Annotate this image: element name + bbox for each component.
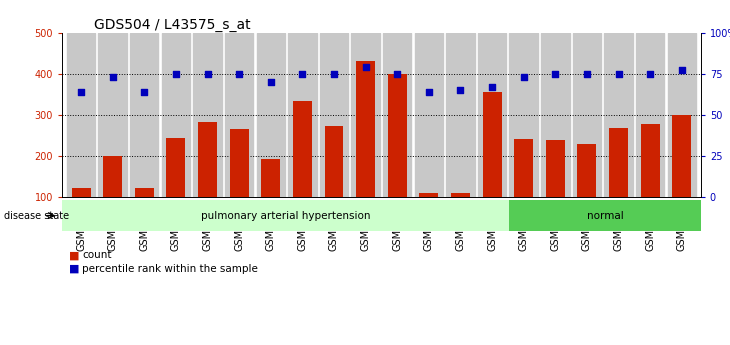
Bar — [451, 193, 470, 197]
FancyBboxPatch shape — [510, 200, 701, 231]
Bar — [577, 144, 596, 197]
Point — [234, 71, 245, 77]
Point — [75, 89, 87, 95]
Bar — [351, 33, 380, 197]
Point — [296, 71, 308, 77]
Point — [265, 79, 277, 85]
Text: pulmonary arterial hypertension: pulmonary arterial hypertension — [201, 211, 370, 220]
Bar — [641, 124, 660, 197]
Bar — [383, 33, 412, 197]
Bar — [510, 33, 538, 197]
Point — [518, 74, 529, 80]
Bar — [636, 33, 664, 197]
Point — [170, 71, 182, 77]
Bar — [356, 61, 375, 197]
Bar — [573, 33, 602, 197]
Bar — [478, 33, 507, 197]
Text: ■: ■ — [69, 264, 80, 274]
Bar — [256, 33, 285, 197]
Text: disease state: disease state — [4, 211, 69, 220]
Bar — [198, 122, 217, 197]
Bar — [103, 156, 122, 197]
Bar — [514, 139, 533, 197]
Point — [486, 84, 498, 90]
Point — [455, 87, 466, 93]
Bar — [668, 33, 696, 197]
Point — [676, 68, 688, 73]
Bar — [415, 33, 443, 197]
Bar — [225, 33, 253, 197]
Bar — [546, 140, 565, 197]
Point — [423, 89, 434, 95]
Bar — [66, 33, 95, 197]
Bar — [135, 188, 154, 197]
Text: count: count — [82, 250, 112, 260]
Bar — [419, 193, 438, 197]
Bar — [99, 33, 127, 197]
Point — [139, 89, 150, 95]
Text: ■: ■ — [69, 250, 80, 260]
FancyBboxPatch shape — [62, 200, 510, 231]
Bar — [609, 128, 628, 197]
Bar — [541, 33, 569, 197]
Bar — [72, 188, 91, 197]
Point — [645, 71, 656, 77]
Point — [107, 74, 118, 80]
Point — [550, 71, 561, 77]
Point — [612, 71, 624, 77]
Bar — [230, 129, 249, 197]
Bar — [130, 33, 158, 197]
Text: normal: normal — [587, 211, 623, 220]
Point — [391, 71, 403, 77]
Bar — [288, 33, 317, 197]
Bar — [483, 92, 502, 197]
Bar — [166, 138, 185, 197]
Text: GDS504 / L43575_s_at: GDS504 / L43575_s_at — [94, 18, 250, 32]
Bar — [672, 115, 691, 197]
Bar — [388, 74, 407, 197]
Bar — [604, 33, 633, 197]
Bar — [446, 33, 474, 197]
Text: percentile rank within the sample: percentile rank within the sample — [82, 264, 258, 274]
Point — [328, 71, 340, 77]
Bar — [293, 101, 312, 197]
Point — [360, 65, 372, 70]
Bar — [161, 33, 190, 197]
Bar — [261, 159, 280, 197]
Bar — [325, 126, 344, 197]
Bar — [193, 33, 222, 197]
Bar — [320, 33, 348, 197]
Point — [581, 71, 593, 77]
Point — [201, 71, 213, 77]
